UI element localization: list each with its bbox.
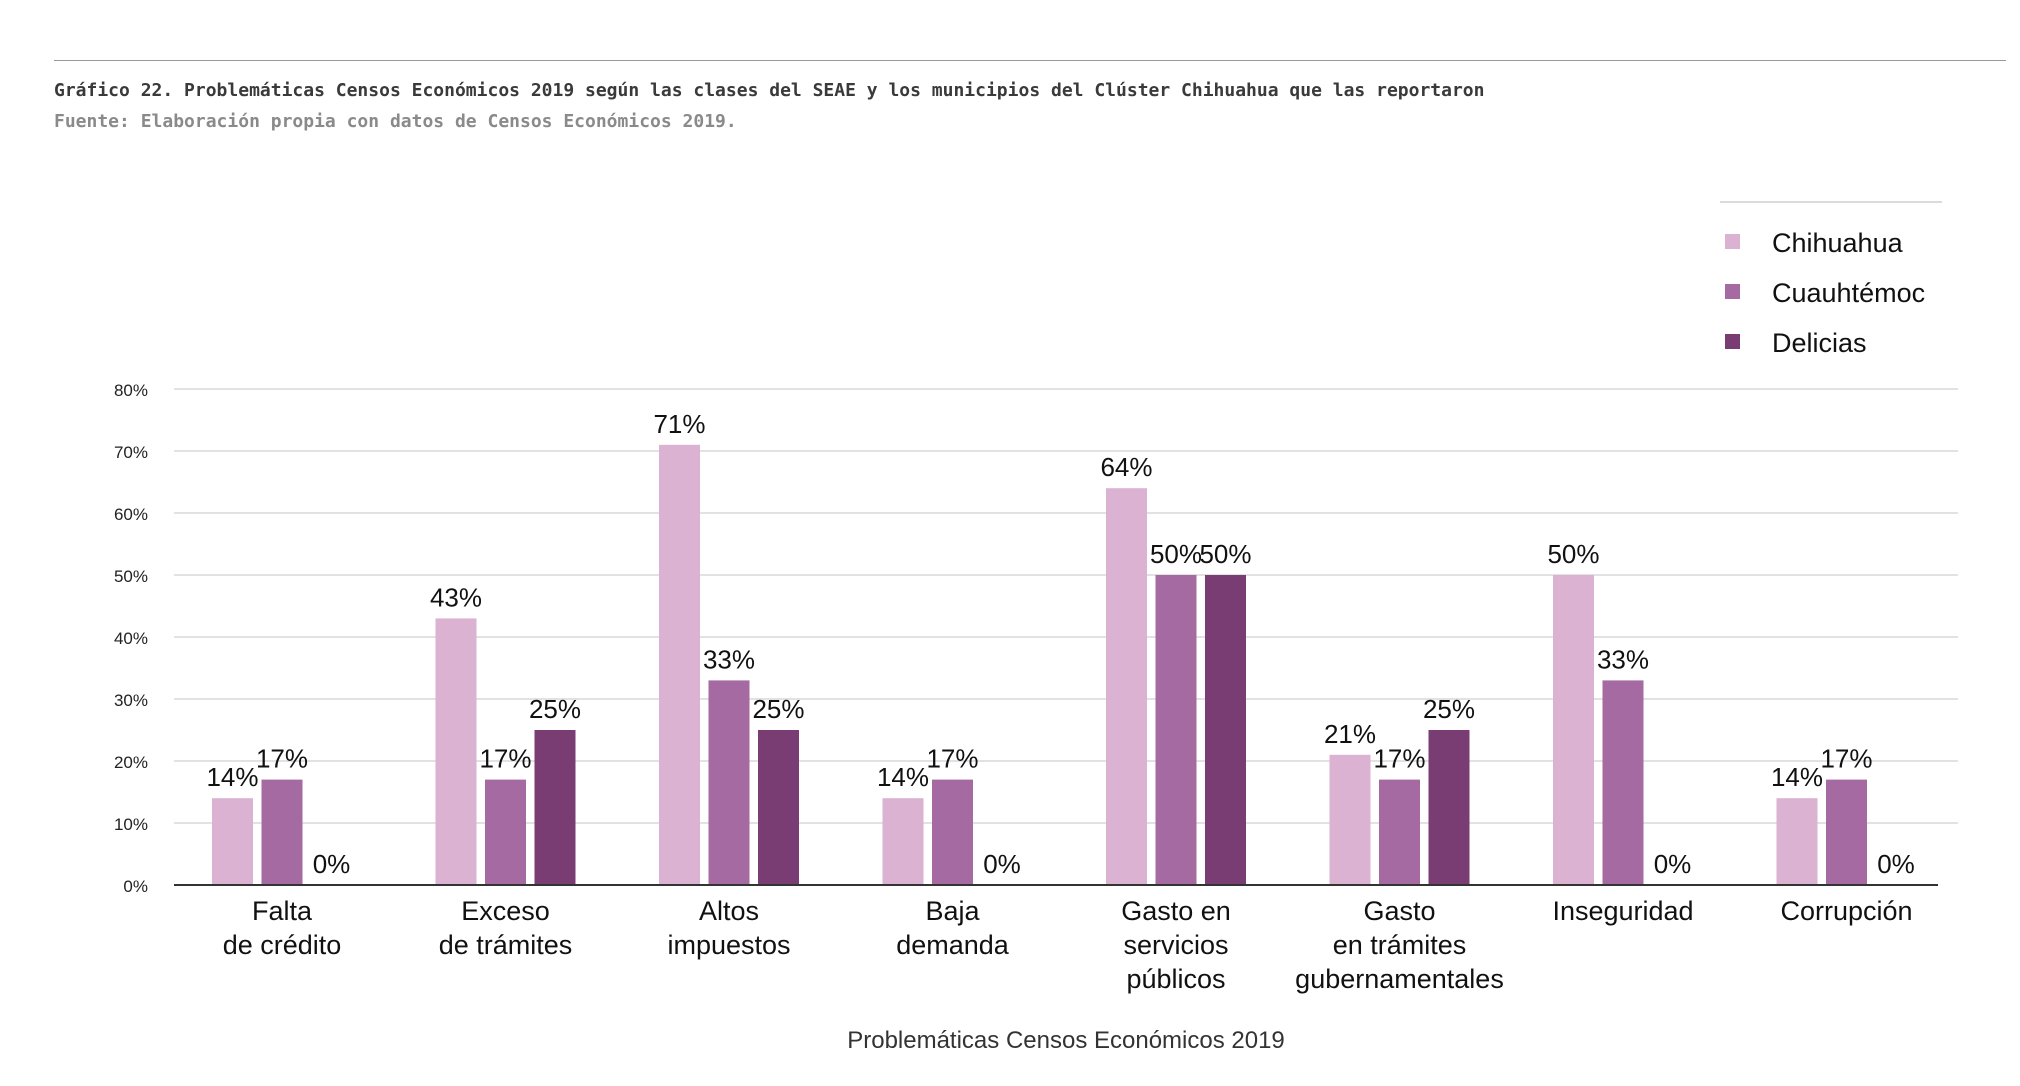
- y-tick-label: 40%: [114, 629, 148, 648]
- data-label: 33%: [1597, 644, 1649, 674]
- data-label: 17%: [926, 744, 978, 774]
- bar-chihuahua: [212, 798, 253, 885]
- x-category-label: de trámites: [439, 930, 573, 960]
- x-category-label: Inseguridad: [1552, 896, 1693, 926]
- x-category-label: Gasto en: [1121, 896, 1231, 926]
- bar-chihuahua: [1553, 575, 1594, 885]
- x-category-label: Exceso: [461, 896, 550, 926]
- bar-chihuahua: [435, 618, 477, 885]
- data-label: 0%: [1654, 849, 1692, 879]
- bar-delicias: [1205, 575, 1246, 885]
- x-category-label: de crédito: [223, 930, 342, 960]
- y-tick-label: 30%: [114, 691, 148, 710]
- legend-swatch-delicias: [1725, 334, 1740, 349]
- x-category-label: en trámites: [1333, 930, 1467, 960]
- data-label: 50%: [1150, 539, 1202, 569]
- data-label: 50%: [1199, 539, 1251, 569]
- x-category-label: Baja: [925, 896, 980, 926]
- data-label: 43%: [430, 582, 482, 612]
- bar-chihuahua: [882, 798, 924, 885]
- x-axis-title: Problemáticas Censos Económicos 2019: [847, 1027, 1285, 1054]
- legend-label: Chihuahua: [1772, 228, 1904, 258]
- bar-cuauhtémoc: [485, 779, 526, 885]
- bar-cuauhtémoc: [1826, 779, 1867, 885]
- data-label: 50%: [1547, 539, 1599, 569]
- x-category-label: Gasto: [1363, 896, 1435, 926]
- bar-cuauhtémoc: [261, 779, 303, 885]
- data-label: 17%: [256, 744, 308, 774]
- figure-caption: Gráfico 22. Problemáticas Censos Económi…: [54, 80, 1485, 101]
- x-category-label: servicios: [1123, 930, 1228, 960]
- bar-delicias: [1428, 730, 1470, 885]
- bar-cuauhtémoc: [932, 779, 973, 885]
- legend-label: Cuauhtémoc: [1772, 278, 1925, 308]
- bar-chihuahua: [1106, 488, 1147, 885]
- bar-chihuahua: [1776, 798, 1818, 885]
- x-category-label: Altos: [699, 896, 759, 926]
- data-label: 14%: [206, 762, 258, 792]
- x-category-label: gubernamentales: [1295, 964, 1504, 994]
- data-label: 33%: [703, 644, 755, 674]
- bar-chihuahua: [659, 444, 700, 885]
- data-label: 14%: [877, 762, 929, 792]
- x-category-label: demanda: [896, 930, 1010, 960]
- legend-swatch-chihuahua: [1725, 234, 1740, 249]
- y-tick-label: 10%: [114, 815, 148, 834]
- legend-label: Delicias: [1772, 328, 1867, 358]
- data-label: 0%: [313, 849, 351, 879]
- data-label: 0%: [983, 849, 1021, 879]
- bar-chihuahua: [1329, 754, 1371, 885]
- data-label: 71%: [653, 409, 705, 439]
- x-category-label: Falta: [252, 896, 313, 926]
- data-label: 17%: [1820, 744, 1872, 774]
- y-tick-label: 80%: [114, 381, 148, 400]
- x-category-label: Corrupción: [1780, 896, 1912, 926]
- data-label: 21%: [1324, 719, 1376, 749]
- data-label: 17%: [1373, 744, 1425, 774]
- data-label: 25%: [1423, 694, 1475, 724]
- bar-delicias: [758, 730, 799, 885]
- data-label: 25%: [752, 694, 804, 724]
- bar-cuauhtémoc: [1155, 575, 1197, 885]
- top-rule: [54, 60, 2006, 61]
- x-category-label: públicos: [1126, 964, 1225, 994]
- x-category-label: impuestos: [667, 930, 790, 960]
- data-label: 64%: [1100, 452, 1152, 482]
- bar-cuauhtémoc: [1379, 779, 1420, 885]
- data-label: 14%: [1771, 762, 1823, 792]
- bar-delicias: [534, 730, 576, 885]
- y-tick-label: 0%: [123, 877, 148, 896]
- legend-swatch-cuauhtémoc: [1725, 284, 1740, 299]
- bar-cuauhtémoc: [708, 680, 750, 885]
- data-label: 0%: [1877, 849, 1915, 879]
- y-tick-label: 20%: [114, 753, 148, 772]
- y-tick-label: 50%: [114, 567, 148, 586]
- y-tick-label: 70%: [114, 443, 148, 462]
- data-label: 17%: [479, 744, 531, 774]
- bar-cuauhtémoc: [1602, 680, 1644, 885]
- figure-source: Fuente: Elaboración propia con datos de …: [54, 111, 737, 132]
- data-label: 25%: [529, 694, 581, 724]
- y-tick-label: 60%: [114, 505, 148, 524]
